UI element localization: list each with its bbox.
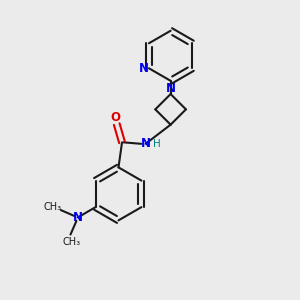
Text: N: N bbox=[166, 82, 176, 95]
Text: N: N bbox=[141, 137, 151, 150]
Text: O: O bbox=[110, 111, 120, 124]
Text: N: N bbox=[73, 211, 83, 224]
Text: CH₃: CH₃ bbox=[62, 237, 80, 247]
Text: H: H bbox=[153, 139, 160, 149]
Text: N: N bbox=[139, 62, 148, 75]
Text: CH₃: CH₃ bbox=[44, 202, 62, 212]
